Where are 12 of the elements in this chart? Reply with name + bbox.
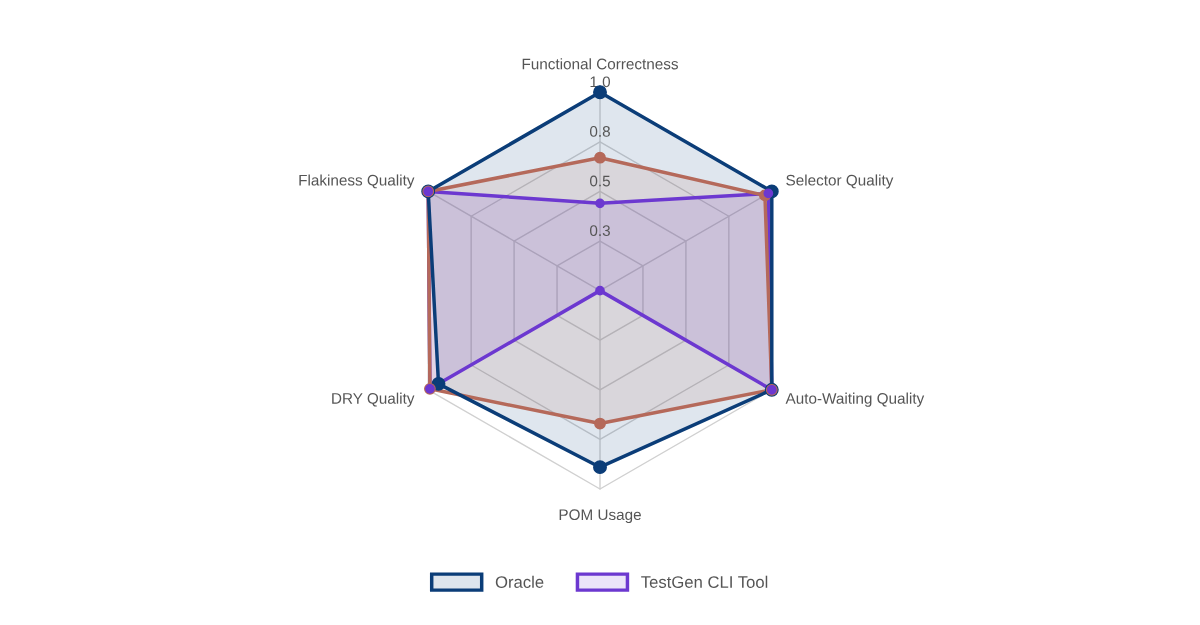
y-tick-label: 0.3 [589,225,610,237]
y-tick-label: 0.8 [589,126,610,137]
y-tick-label: 0.5 [589,175,610,187]
spoke-label: Functional Correctness [522,58,678,70]
legend-label: Oracle [495,575,544,588]
spoke-label: Flakiness Quality [299,174,415,189]
legend-label: TestGen CLI Tool [641,575,768,588]
spoke-label: Selector Quality [786,174,894,189]
spoke-label: DRY Quality [332,392,415,407]
spoke-label: Auto-Waiting Quality [785,392,925,407]
spoke-label: POM Usage [559,509,641,524]
y-tick-label: 1.0 [590,76,611,88]
